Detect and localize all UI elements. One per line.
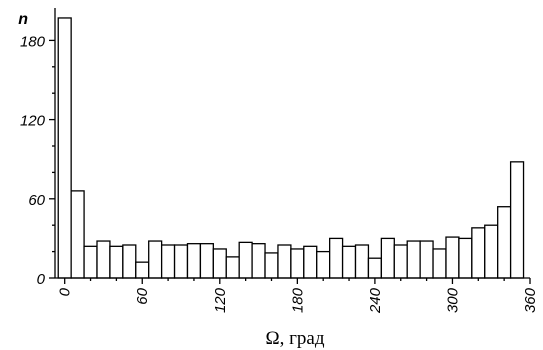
x-tick-label: 300 (444, 287, 461, 313)
histogram-bar (380, 237, 395, 279)
y-tick-label: 60 (28, 192, 45, 209)
histogram-bar (57, 17, 72, 279)
x-tick-label: 120 (212, 287, 229, 313)
histogram-bar (458, 237, 473, 279)
histogram-bar (277, 244, 292, 279)
histogram-bar (497, 206, 512, 279)
histogram-bar (419, 240, 434, 279)
y-axis-title: n (18, 11, 28, 28)
x-tick-label: 180 (289, 287, 306, 313)
x-tick-label: 360 (522, 287, 539, 313)
histogram-bar (471, 227, 486, 279)
histogram-bar (432, 248, 447, 279)
x-tick-label: 60 (134, 287, 151, 304)
histogram-bar (367, 257, 383, 279)
histogram-bar (70, 190, 85, 279)
x-tick-label: 0 (57, 287, 74, 296)
histogram-bar (329, 237, 344, 279)
histogram-bar (186, 243, 202, 279)
histogram-bar (316, 250, 331, 279)
ticks-group: 0 60 120 180 0 60 120 180 240 300 360 (20, 33, 539, 314)
histogram-bar (290, 248, 305, 279)
histogram-bar (83, 245, 98, 279)
histogram-bar (393, 244, 408, 279)
histogram-bar (96, 240, 111, 279)
bars-group (57, 17, 525, 279)
histogram-bar (341, 245, 357, 279)
histogram-bar (148, 240, 163, 279)
histogram-bar (354, 244, 370, 279)
x-axis-title: Ω, град (265, 328, 324, 349)
axes-group (54, 8, 530, 279)
histogram-bar (160, 244, 176, 279)
histogram-bar (225, 256, 240, 279)
histogram-bar (212, 248, 227, 279)
histogram-bar (509, 161, 525, 279)
histogram-bar (445, 236, 460, 279)
histogram-bar (122, 244, 137, 279)
histogram-bar (303, 245, 318, 279)
histogram-bar (484, 224, 499, 279)
histogram-bar (173, 244, 189, 279)
histogram-bar (406, 240, 421, 279)
histogram-bar (199, 243, 214, 279)
histogram-bar (264, 252, 279, 279)
y-tick-label: 120 (20, 113, 46, 130)
x-tick-label: 240 (367, 287, 384, 314)
y-tick-label: 0 (37, 271, 46, 288)
histogram-bar (238, 241, 253, 279)
histogram-bar (135, 261, 150, 279)
histogram-bar (251, 243, 266, 279)
y-tick-label: 180 (20, 33, 46, 50)
histogram-bar (109, 245, 124, 279)
